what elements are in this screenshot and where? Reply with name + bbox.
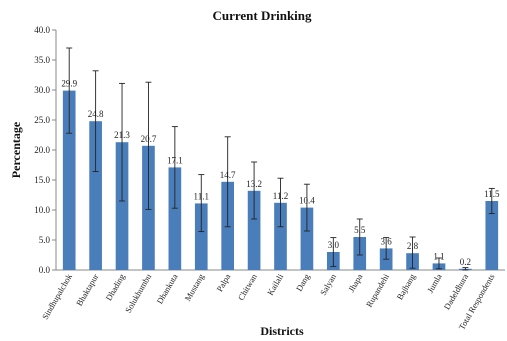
y-tick-label: 15.0 <box>34 175 50 185</box>
data-label: 5.5 <box>354 225 366 235</box>
bar <box>247 190 261 270</box>
data-label: 11.2 <box>273 191 288 201</box>
x-tick-label: Bajhang <box>394 271 417 301</box>
x-tick-label: Dhading <box>103 271 127 302</box>
bar <box>89 121 102 270</box>
x-tick-label: Dang <box>294 271 312 293</box>
data-label: 13.2 <box>246 179 262 189</box>
bar <box>194 203 208 270</box>
y-axis-label: Percentage <box>9 121 23 178</box>
data-label: 29.9 <box>61 79 77 89</box>
x-tick-label: Solukhumbu <box>123 271 154 314</box>
x-tick-label: Bhaktapur <box>74 272 100 308</box>
y-tick-label: 25.0 <box>34 115 50 125</box>
bar <box>62 90 76 270</box>
x-axis-label: Districts <box>260 324 304 338</box>
y-tick-label: 0.0 <box>39 265 51 275</box>
data-label: 11.5 <box>484 189 500 199</box>
y-tick-label: 5.0 <box>39 235 51 245</box>
x-tick-label: Dadeldhura <box>442 272 471 312</box>
y-tick-label: 40.0 <box>34 25 50 35</box>
y-tick-label: 35.0 <box>34 55 50 65</box>
data-label: 1.1 <box>433 251 444 261</box>
x-tick-label: Kailali <box>265 271 286 297</box>
bar <box>168 167 182 270</box>
x-tick-label: Jhapa <box>346 272 364 294</box>
chart-title: Current Drinking <box>212 8 312 23</box>
data-label: 0.2 <box>460 257 471 267</box>
y-tick-label: 10.0 <box>34 205 50 215</box>
data-label: 2.8 <box>407 241 419 251</box>
data-label: 21.3 <box>114 130 130 140</box>
x-tick-label: Mustang <box>182 271 206 302</box>
plot-area: 0.0 5.0 10.0 15.0 20.0 25.0 30.0 35.0 40.0 29.9 Si… <box>34 25 505 331</box>
x-tick-label: Palpa <box>214 272 232 294</box>
bar <box>115 142 129 270</box>
data-label: 11.1 <box>194 191 209 201</box>
y-tick-label: 20.0 <box>34 145 50 155</box>
bar <box>274 202 287 270</box>
x-tick-label: Salyan <box>318 271 339 297</box>
data-label: 17.1 <box>167 155 183 165</box>
data-label: 10.4 <box>299 196 315 206</box>
data-label: 24.8 <box>88 109 104 119</box>
data-label: 3.0 <box>328 240 340 250</box>
x-tick-label: Sindhupalchok <box>40 271 75 321</box>
x-tick-label: Jumla <box>425 272 444 295</box>
data-label: 14.7 <box>220 170 236 180</box>
x-tick-label: Dhankuta <box>154 272 179 306</box>
data-label: 3.6 <box>381 236 393 246</box>
y-tick-label: 30.0 <box>34 85 50 95</box>
x-tick-label: Rupandehi <box>364 271 391 308</box>
bar <box>485 201 499 270</box>
bar <box>300 207 314 270</box>
data-label: 20.7 <box>141 134 157 144</box>
x-tick-label: Chitwan <box>236 271 259 302</box>
